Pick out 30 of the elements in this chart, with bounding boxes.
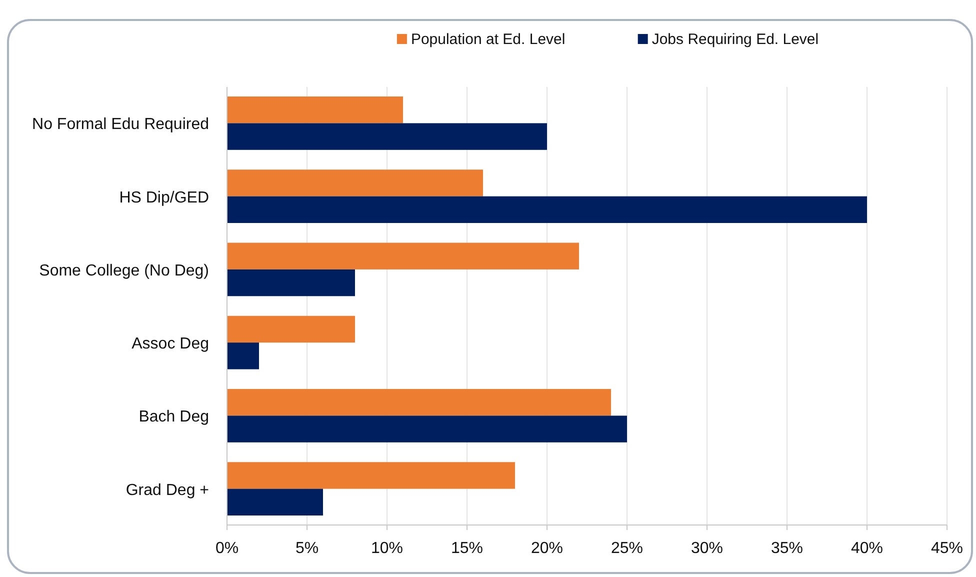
bar xyxy=(227,196,867,224)
bar xyxy=(227,96,403,124)
legend-label: Jobs Requiring Ed. Level xyxy=(652,31,819,48)
x-tick-label: 45% xyxy=(930,540,964,557)
bar xyxy=(227,170,483,196)
bar xyxy=(227,269,355,296)
bar xyxy=(227,416,627,442)
x-tick-label: 5% xyxy=(295,540,319,557)
bar xyxy=(227,123,547,150)
bar xyxy=(227,488,323,516)
y-tick-label: Bach Deg xyxy=(138,408,209,426)
y-tick-label: No Formal Edu Required xyxy=(32,116,209,134)
y-tick-label: Assoc Deg xyxy=(132,336,209,353)
x-tick-label: 25% xyxy=(610,540,644,557)
bar xyxy=(227,462,515,489)
y-tick-label: Grad Deg + xyxy=(126,482,209,499)
bar xyxy=(227,388,611,416)
legend-label: Population at Ed. Level xyxy=(410,31,566,48)
x-tick-label: 20% xyxy=(530,540,564,557)
x-tick-label: 30% xyxy=(690,540,724,557)
x-tick-label: 0% xyxy=(215,540,239,557)
y-tick-label: HS Dip/GED xyxy=(119,189,209,206)
bar xyxy=(227,316,355,343)
y-tick-label: Some College (No Deg) xyxy=(39,262,209,280)
x-tick-label: 40% xyxy=(850,540,884,557)
bar xyxy=(227,242,579,270)
x-tick-label: 15% xyxy=(450,540,484,557)
x-tick-label: 10% xyxy=(370,540,404,557)
bar xyxy=(227,342,259,370)
x-tick-label: 35% xyxy=(770,540,804,557)
